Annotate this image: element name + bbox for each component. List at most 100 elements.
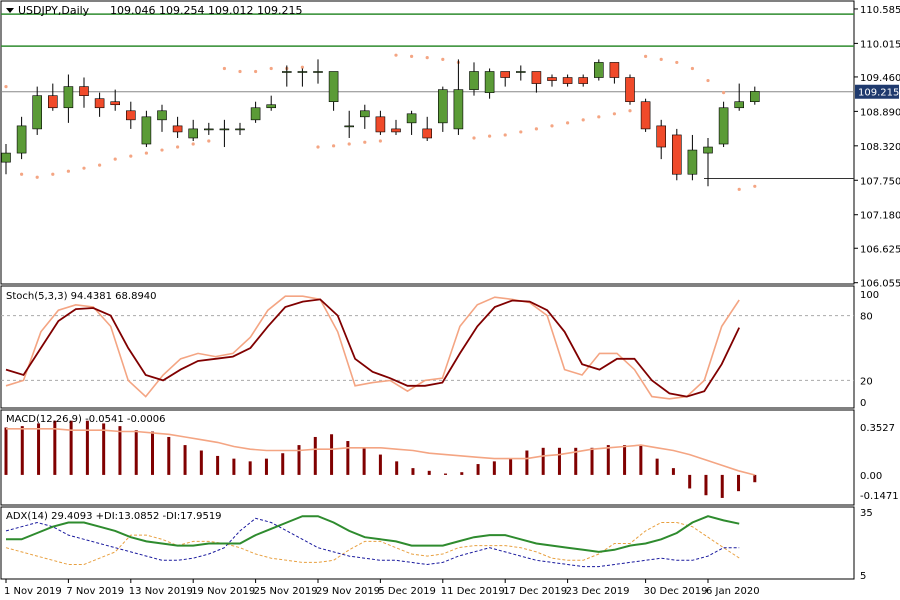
parabolic-sar-dot: [612, 112, 617, 116]
macd-histogram-bar: [313, 436, 317, 475]
parabolic-sar-dot: [566, 121, 570, 125]
x-tick-label: 25 Nov 2019: [254, 586, 318, 597]
chart-header[interactable]: USDJPY,Daily 109.046 109.254 109.012 109…: [6, 4, 302, 17]
macd-histogram-bar: [264, 458, 268, 475]
macd-panel[interactable]: 0.3527 0.00 -0.1471: [4, 420, 899, 502]
parabolic-sar-dot: [597, 115, 601, 119]
bullish-candle[interactable]: [359, 110, 370, 118]
macd-histogram-bar: [704, 474, 708, 496]
macd-histogram-bar: [134, 430, 138, 475]
bullish-candle[interactable]: [1, 152, 11, 163]
minus-di-line[interactable]: [5, 517, 740, 568]
parabolic-sar-dot: [207, 139, 211, 143]
bullish-candle[interactable]: [188, 128, 198, 139]
bearish-candle[interactable]: [126, 110, 136, 121]
bullish-candle[interactable]: [687, 149, 698, 175]
parabolic-sar-dot: [503, 133, 507, 137]
bearish-candle[interactable]: [640, 101, 651, 130]
macd-histogram-bar: [4, 427, 8, 475]
stoch-tick-label: 100: [860, 290, 879, 301]
bullish-candle[interactable]: [63, 86, 74, 109]
bearish-candle[interactable]: [391, 128, 401, 133]
price-tick-label: 106.055: [860, 279, 900, 290]
parabolic-sar-dot: [534, 127, 539, 131]
bearish-candle[interactable]: [375, 116, 386, 133]
bullish-candle[interactable]: [235, 128, 245, 131]
bullish-candle[interactable]: [328, 71, 339, 103]
bullish-candle[interactable]: [313, 71, 323, 73]
parabolic-sar-dot: [176, 145, 180, 149]
bullish-candle[interactable]: [718, 107, 729, 145]
macd-histogram-bar: [460, 472, 464, 475]
bullish-candle[interactable]: [515, 71, 526, 73]
bullish-candle[interactable]: [250, 107, 261, 121]
bullish-candle[interactable]: [734, 101, 745, 109]
macd-histogram-bar: [720, 474, 724, 498]
bearish-candle[interactable]: [625, 77, 635, 103]
stoch-main-line[interactable]: [5, 295, 740, 400]
macd-histogram-bar: [53, 420, 57, 475]
bullish-candle[interactable]: [141, 116, 152, 145]
bullish-candle[interactable]: [266, 104, 277, 109]
bearish-candle[interactable]: [609, 62, 620, 78]
bearish-candle[interactable]: [500, 71, 511, 78]
macd-histogram-bar: [281, 453, 285, 475]
stoch-panel[interactable]: 100 80 20 0: [1, 290, 879, 409]
macd-histogram-bar: [737, 474, 741, 492]
bullish-candle[interactable]: [593, 62, 604, 78]
bearish-candle[interactable]: [656, 125, 667, 148]
macd-histogram-bar: [69, 420, 73, 475]
bullish-candle[interactable]: [469, 71, 479, 90]
parabolic-sar-dot: [51, 172, 55, 176]
x-tick-label: 29 Nov 2019: [316, 586, 380, 597]
bullish-candle[interactable]: [344, 125, 355, 128]
parabolic-sar-dot: [378, 139, 382, 143]
macd-signal-line[interactable]: [6, 427, 755, 476]
bearish-candle[interactable]: [531, 71, 542, 84]
price-panel[interactable]: 110.585 110.015 109.460 108.890 108.320 107.7…: [1, 5, 900, 290]
macd-histogram-bar: [378, 454, 382, 475]
macd-histogram-bar: [444, 473, 448, 475]
bullish-candle[interactable]: [157, 110, 167, 121]
plus-di-line[interactable]: [5, 522, 740, 565]
bullish-candle[interactable]: [484, 71, 495, 93]
bullish-candle[interactable]: [281, 71, 292, 73]
macd-tick-label: 0.3527: [860, 423, 895, 434]
stoch-signal-line[interactable]: [5, 298, 741, 398]
parabolic-sar-dot: [332, 144, 336, 148]
macd-histogram-bar: [623, 445, 627, 475]
parabolic-sar-dot: [706, 78, 710, 83]
parabolic-sar-dot: [144, 151, 148, 155]
bearish-candle[interactable]: [671, 134, 682, 175]
x-tick-label: 19 Nov 2019: [191, 586, 255, 597]
bearish-candle[interactable]: [547, 77, 557, 81]
parabolic-sar-dot: [238, 69, 242, 74]
bearish-candle[interactable]: [110, 101, 120, 106]
bullish-candle[interactable]: [749, 91, 760, 103]
adx-line[interactable]: [6, 515, 740, 553]
macd-histogram-bar: [102, 423, 106, 475]
price-tick-label: 110.585: [860, 5, 900, 16]
dropdown-arrow-icon[interactable]: [6, 8, 14, 13]
bearish-candle[interactable]: [79, 86, 89, 96]
bearish-candle[interactable]: [47, 95, 58, 109]
bearish-candle[interactable]: [578, 77, 589, 84]
bullish-candle[interactable]: [703, 146, 713, 154]
bullish-candle[interactable]: [297, 71, 308, 73]
bearish-candle[interactable]: [562, 77, 573, 84]
bearish-candle[interactable]: [94, 98, 105, 109]
bullish-candle[interactable]: [453, 89, 464, 130]
bullish-candle[interactable]: [32, 95, 43, 130]
macd-histogram-bar: [297, 445, 301, 475]
adx-tick-label: 35: [860, 508, 873, 519]
bullish-candle[interactable]: [406, 113, 417, 124]
x-tick-label: 23 Dec 2019: [566, 586, 630, 597]
bullish-candle[interactable]: [219, 128, 230, 131]
bullish-candle[interactable]: [204, 128, 214, 131]
bullish-candle[interactable]: [16, 125, 27, 154]
bearish-candle[interactable]: [422, 128, 433, 139]
adx-panel[interactable]: 35 5: [5, 508, 873, 582]
bullish-candle[interactable]: [437, 89, 448, 124]
bearish-candle[interactable]: [172, 125, 183, 133]
